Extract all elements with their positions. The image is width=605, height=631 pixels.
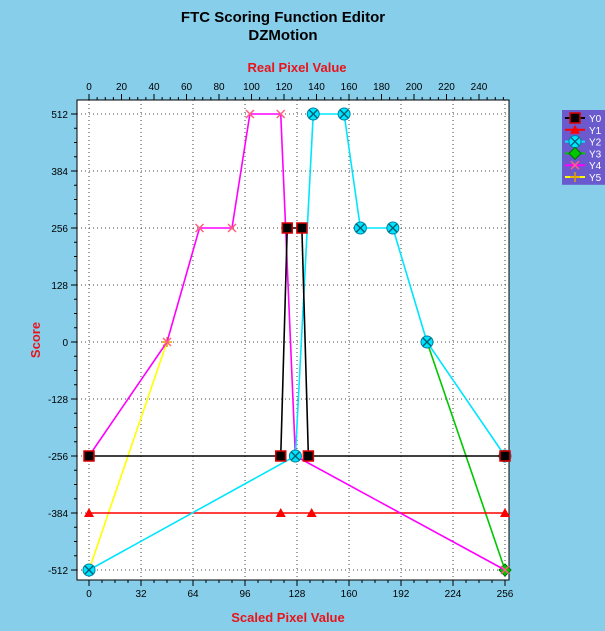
y-axis-title: Score xyxy=(28,322,43,358)
data-point-y2 xyxy=(337,107,351,121)
data-point-y2 xyxy=(386,221,400,235)
data-point-y4 xyxy=(500,565,510,575)
y-tick-label: -384 xyxy=(48,509,68,520)
data-point-y0 xyxy=(296,222,308,234)
legend-label-y3: Y3 xyxy=(589,149,602,160)
x2-tick-label: 140 xyxy=(308,82,325,93)
x2-tick-label: 200 xyxy=(406,82,423,93)
data-point-y0 xyxy=(302,450,315,462)
x2-tick-label: 20 xyxy=(116,82,128,93)
data-point-y0 xyxy=(281,222,293,234)
legend-label-y4: Y4 xyxy=(589,161,602,172)
y-tick-label: -128 xyxy=(48,395,68,406)
legend-label-y0: Y0 xyxy=(589,114,602,125)
data-point-y1 xyxy=(306,508,317,517)
data-point-y2 xyxy=(353,221,367,235)
y-tick-label: 384 xyxy=(51,167,68,178)
x-tick-label: 256 xyxy=(497,589,514,600)
x2-tick-label: 60 xyxy=(181,82,193,93)
x-tick-label: 32 xyxy=(135,589,147,600)
chart-subtitle: DZMotion xyxy=(248,27,317,44)
data-point-y1 xyxy=(500,508,510,517)
series-line-y4 xyxy=(88,113,506,571)
y-tick-label: -256 xyxy=(48,452,68,463)
data-point-y2 xyxy=(420,335,434,349)
x-tick-label: 192 xyxy=(393,589,410,600)
series-line-y2 xyxy=(88,113,506,571)
data-point-y0 xyxy=(83,450,95,462)
x2-tick-label: 40 xyxy=(148,82,160,93)
data-point-y0 xyxy=(499,450,511,462)
legend-marker-y4 xyxy=(570,160,580,170)
x-tick-label: 64 xyxy=(187,589,199,600)
y-tick-label: -512 xyxy=(48,566,68,577)
x2-tick-label: 80 xyxy=(213,82,225,93)
x-tick-label: 160 xyxy=(341,589,358,600)
series-y1 xyxy=(84,508,510,517)
data-point-y2 xyxy=(82,563,96,577)
x-tick-label: 0 xyxy=(86,589,92,600)
series-line-y0 xyxy=(89,227,505,457)
data-point-y1 xyxy=(275,508,286,517)
x-tick-label: 128 xyxy=(289,589,306,600)
legend-marker-y0 xyxy=(569,112,581,124)
data-point-y0 xyxy=(275,450,287,462)
axes: 0 32 64 96 128 160 192 224 256 0 20 40 60 80 100 120 140… xyxy=(48,82,514,600)
x2-tick-label: 220 xyxy=(438,82,455,93)
series-layer xyxy=(82,107,512,577)
x2-tick-label: 0 xyxy=(86,82,92,93)
y-tick-label: 256 xyxy=(51,224,68,235)
data-point-y1 xyxy=(84,508,94,517)
y-tick-label: 512 xyxy=(51,110,68,121)
legend-marker-y1 xyxy=(570,124,580,134)
x2-tick-label: 180 xyxy=(373,82,390,93)
data-point-y2 xyxy=(306,107,320,121)
y-tick-label: 128 xyxy=(51,281,68,292)
x2-tick-label: 240 xyxy=(471,82,488,93)
legend-label-y5: Y5 xyxy=(589,173,602,184)
data-point-y4 xyxy=(276,109,286,119)
data-point-y4 xyxy=(162,337,172,347)
legend-marker-y3 xyxy=(568,146,582,161)
x-axis-title: Scaled Pixel Value xyxy=(231,610,344,625)
data-point-y4 xyxy=(227,223,237,233)
data-point-y4 xyxy=(194,223,205,233)
x2-tick-label: 100 xyxy=(243,82,260,93)
legend-marker-y5 xyxy=(570,172,580,182)
x2-tick-label: 120 xyxy=(276,82,293,93)
grid xyxy=(77,100,509,580)
x2-axis-title: Real Pixel Value xyxy=(247,60,346,75)
plot-area xyxy=(76,99,510,581)
x-tick-label: 96 xyxy=(239,589,251,600)
data-point-y2 xyxy=(288,449,302,463)
legend-label-y1: Y1 xyxy=(589,126,602,137)
legend-marker-y2 xyxy=(568,135,582,149)
legend-box xyxy=(562,110,605,185)
x-tick-label: 224 xyxy=(445,589,462,600)
data-point-y4 xyxy=(245,109,255,119)
x2-tick-label: 160 xyxy=(341,82,358,93)
chart-title: FTC Scoring Function Editor xyxy=(181,9,385,26)
y-tick-label: 0 xyxy=(62,338,68,349)
legend-label-y2: Y2 xyxy=(589,138,602,149)
series-y0 xyxy=(83,222,511,462)
